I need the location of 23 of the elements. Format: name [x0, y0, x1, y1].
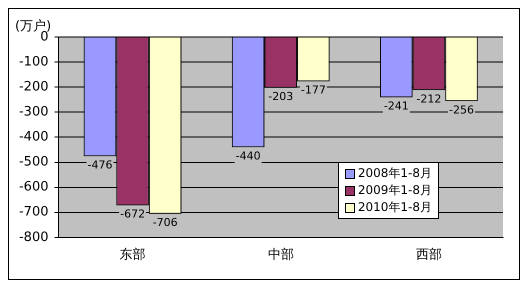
y-tick-label: -700 — [18, 204, 49, 220]
data-label: -256 — [449, 103, 474, 116]
y-tick-label: -300 — [18, 104, 49, 120]
data-label: -476 — [88, 158, 112, 172]
data-label: -241 — [384, 100, 409, 113]
y-tick-label: -100 — [18, 54, 49, 70]
legend-label: 2010年1-8月 — [358, 199, 432, 216]
legend-label: 2009年1-8月 — [358, 182, 432, 199]
legend-label: 2008年1-8月 — [358, 165, 432, 182]
data-label: -212 — [416, 92, 442, 106]
y-tick-label: -800 — [18, 230, 49, 245]
y-tick-label: -500 — [18, 154, 49, 170]
x-tick-label: 东部 — [120, 248, 146, 263]
data-label: -706 — [152, 216, 178, 230]
data-label: -440 — [236, 150, 261, 163]
data-label: -672 — [120, 208, 146, 221]
x-tick-label: 西部 — [416, 248, 442, 263]
x-tick-label: 中部 — [268, 248, 294, 263]
y-tick-label: -200 — [18, 79, 49, 94]
y-tick-label: -400 — [18, 130, 49, 145]
y-tick-label: -600 — [18, 180, 49, 195]
data-label: -203 — [268, 90, 294, 104]
data-label: -177 — [300, 84, 326, 97]
